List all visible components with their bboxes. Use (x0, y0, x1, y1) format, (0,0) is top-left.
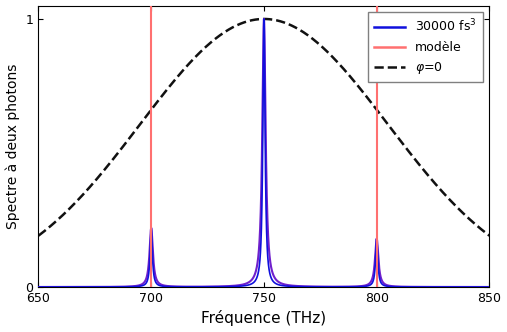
Legend: 30000 fs$^3$, modèle, $\varphi$=0: 30000 fs$^3$, modèle, $\varphi$=0 (368, 12, 483, 82)
Y-axis label: Spectre à deux photons: Spectre à deux photons (6, 64, 20, 229)
X-axis label: Fréquence (THz): Fréquence (THz) (201, 310, 327, 326)
